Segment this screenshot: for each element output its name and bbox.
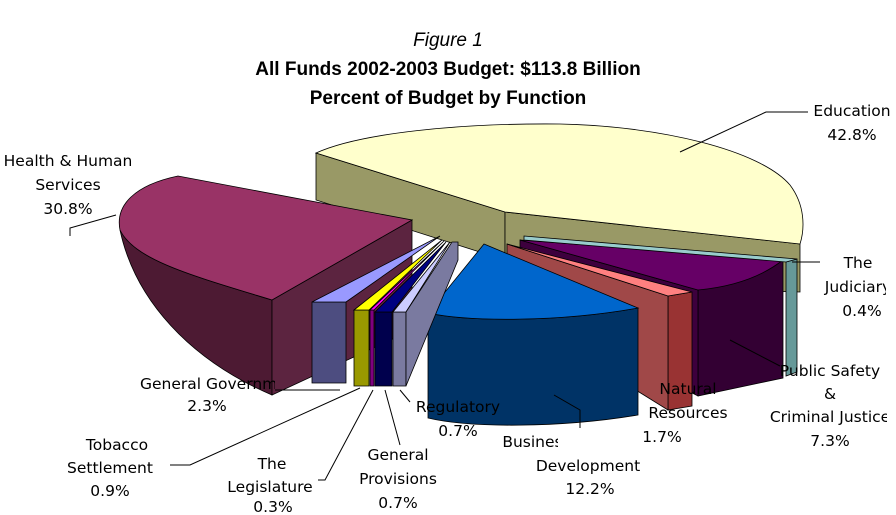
slice-regulatory-side	[405, 241, 459, 387]
label-tobacco: Settlement	[67, 459, 153, 477]
leader-business	[553, 394, 581, 428]
leader-lines	[69, 111, 820, 481]
label-health-value: 30.8%	[43, 200, 92, 218]
slice-legislature-wall	[369, 309, 375, 387]
label-public-safety-name-2: &	[824, 385, 836, 403]
label-business-value: 12.2%	[565, 480, 614, 498]
leader-legislature	[318, 389, 374, 481]
label-judiciary-name-2: Judiciary	[824, 278, 891, 296]
slice-education-top	[314, 123, 804, 245]
leader-general-provisions	[384, 389, 401, 446]
small-wedges	[311, 235, 459, 387]
label-general-government: General Government	[140, 375, 303, 393]
leader-health	[69, 214, 117, 236]
label-business-name-2: Development	[536, 457, 640, 475]
label-business-name-1: Business & Economic	[502, 433, 667, 451]
leader-tobacco	[170, 387, 361, 466]
slice-natural-resources-top	[506, 243, 693, 297]
label-natural-resources-value: 1.7%	[642, 428, 681, 446]
label-judiciary: The Judiciary 0.4%	[824, 254, 891, 320]
label-health-name-1: Health & Human	[4, 152, 133, 170]
label-natural-resources-name-1: Natural	[659, 380, 716, 398]
slice-general-government-top	[311, 235, 441, 303]
label-public-safety-value: 7.3%	[810, 432, 849, 450]
label-general-provisions-name-2: Provisions	[359, 470, 437, 488]
slice-legislature-top	[368, 240, 445, 311]
leader-regulatory	[399, 389, 411, 403]
slice-regulatory-wall	[392, 311, 407, 387]
slice-judiciary-top	[523, 235, 798, 263]
chart-title: All Funds 2002-2003 Budget: $113.8 Billi…	[255, 59, 640, 80]
pie-slices	[118, 123, 804, 426]
slice-business-top	[427, 243, 640, 320]
label-tobacco-value: 0.9%	[90, 482, 129, 500]
slice-regulatory-top	[392, 241, 451, 313]
leader-education	[679, 111, 808, 153]
slice-judiciary-wall	[785, 258, 798, 377]
label-health-name-2: Services	[35, 176, 100, 194]
label-judiciary-name-1: The	[843, 254, 873, 272]
label-regulatory-name: Regulatory	[416, 398, 500, 416]
slice-business-development	[427, 243, 640, 426]
label-public-safety-name-3: Criminal Justice	[770, 408, 890, 426]
label-legislature-name-1: The	[257, 455, 287, 473]
label-tobacco-name-1: Tobacco	[85, 436, 148, 454]
figure-label: Figure 1	[413, 30, 483, 51]
slice-general-government-wall	[311, 301, 347, 384]
label-legislature-name-2: Legislature	[227, 478, 312, 496]
label-legislature-value: 0.3%	[253, 498, 292, 515]
slice-general-provisions-top	[374, 241, 447, 313]
slice-health-top	[118, 175, 414, 301]
label-general-government-value: 2.3%	[187, 397, 226, 415]
label-health: Health & Human	[4, 152, 133, 170]
label-public-safety: Public Safety & Criminal Justice 7.3%	[770, 362, 890, 450]
leader-public-safety	[729, 339, 781, 367]
chart-subtitle: Percent of Budget by Function	[310, 88, 587, 109]
label-general-provisions-name-1: General	[367, 446, 428, 464]
label-legislature: Legislature	[227, 478, 312, 496]
label-business: Business & Economic	[502, 433, 667, 451]
slice-tobacco-top	[352, 239, 443, 311]
label-judiciary-value: 0.4%	[842, 302, 881, 320]
label-regulatory-value: 0.7%	[438, 422, 477, 440]
label-tobacco-name-2: Settlement	[67, 459, 153, 477]
label-general-government-name: General Government	[140, 375, 303, 393]
label-education-name: Education	[813, 102, 890, 120]
label-public-safety-name-1: Public Safety	[780, 362, 880, 380]
slice-labels: Education 42.8% Health & Human Services …	[4, 102, 891, 515]
slice-general-provisions-wall	[374, 311, 393, 387]
slice-judiciary	[523, 235, 798, 377]
label-education-value: 42.8%	[827, 126, 876, 144]
label-general-provisions-value: 0.7%	[378, 494, 417, 512]
label-education: Education 42.8%	[813, 102, 890, 144]
label-natural-resources-name-2: Resources	[648, 404, 727, 422]
slice-tobacco-wall	[353, 309, 370, 387]
